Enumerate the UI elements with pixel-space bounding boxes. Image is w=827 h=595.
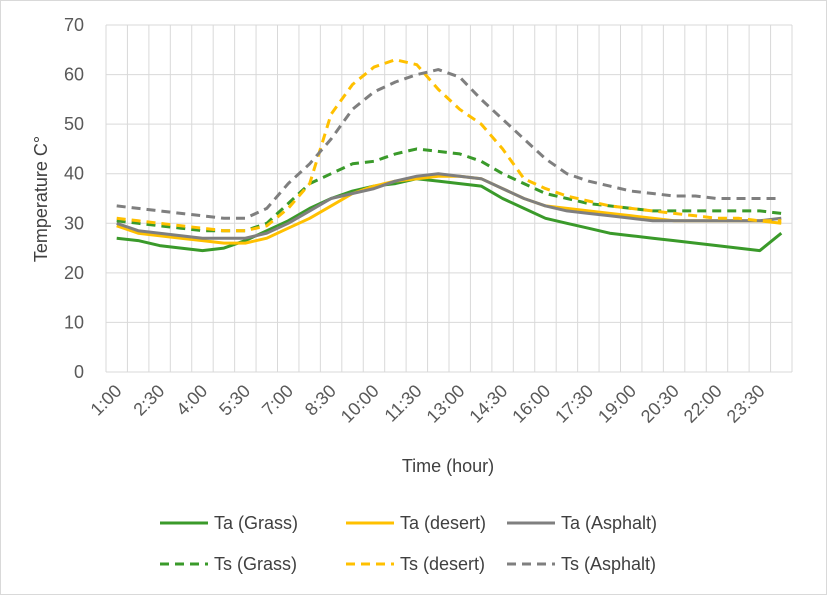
legend-label: Ts (desert) <box>400 554 485 574</box>
x-tick-label: 10:00 <box>337 381 383 427</box>
y-axis-title: Temperature C° <box>31 136 51 262</box>
x-tick-label: 14:30 <box>465 381 511 427</box>
x-tick-label: 4:00 <box>172 381 211 420</box>
y-tick-label: 60 <box>64 65 84 85</box>
x-tick-label: 1:00 <box>87 381 126 420</box>
y-tick-label: 30 <box>64 213 84 233</box>
x-tick-label: 17:30 <box>551 381 597 427</box>
x-tick-label: 20:30 <box>637 381 683 427</box>
legend-label: Ta (Asphalt) <box>561 513 657 533</box>
x-tick-label: 13:00 <box>423 381 469 427</box>
x-tick-label: 22:00 <box>680 381 726 427</box>
legend: Ta (Grass) Ta (desert) Ta (Asphalt) Ts (Gra… <box>160 513 657 574</box>
x-tick-label: 7:00 <box>258 381 297 420</box>
series-lines <box>116 58 783 253</box>
series-line-ts-desert <box>116 58 782 233</box>
x-tick-label: 23:30 <box>723 381 769 427</box>
x-tick-label: 11:30 <box>381 381 426 426</box>
y-tick-label: 70 <box>64 15 84 35</box>
legend-label: Ta (desert) <box>400 513 486 533</box>
x-tick-label: 8:30 <box>301 381 340 420</box>
y-tick-label: 0 <box>74 362 84 382</box>
x-axis-tick-labels: 1:00 2:30 4:00 5:30 7:00 8:3010:0011:3013:001… <box>87 381 769 427</box>
x-tick-label: 19:00 <box>594 381 640 427</box>
y-tick-label: 10 <box>64 312 84 332</box>
legend-label: Ts (Grass) <box>214 554 297 574</box>
series-line-ta-grass <box>116 177 783 253</box>
y-tick-label: 40 <box>64 164 84 184</box>
y-axis-tick-labels: 0 10 20 30 40 50 60 70 <box>64 15 84 382</box>
x-tick-label: 5:30 <box>215 381 254 420</box>
y-tick-label: 20 <box>64 263 84 283</box>
series-line-ts-asphalt <box>116 68 782 220</box>
y-tick-label: 50 <box>64 114 84 134</box>
series-line-ta-asphalt <box>116 172 782 240</box>
legend-label: Ta (Grass) <box>214 513 298 533</box>
x-tick-label: 16:00 <box>508 381 554 427</box>
x-tick-label: 2:30 <box>129 381 168 420</box>
x-axis-title: Time (hour) <box>402 456 494 476</box>
gridlines <box>105 24 793 373</box>
legend-label: Ts (Asphalt) <box>561 554 656 574</box>
